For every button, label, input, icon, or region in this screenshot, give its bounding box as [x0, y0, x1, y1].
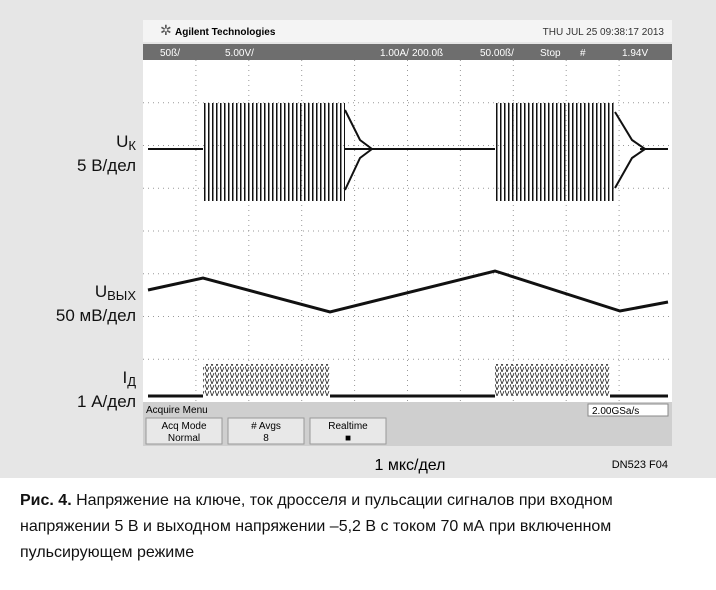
burst: [203, 103, 345, 201]
status-item: 50.00ß/: [480, 48, 514, 59]
button-bottom: ■: [345, 433, 351, 444]
sample-rate: 2.00GSa/s: [592, 406, 639, 417]
caption-label: Рис. 4.: [20, 492, 72, 509]
button-top: # Avgs: [251, 421, 281, 432]
subscript: К: [128, 138, 136, 153]
logo: ✲: [160, 22, 172, 38]
caption-text: Напряжение на ключе, ток дросселя и пуль…: [20, 492, 613, 561]
status-item: 200.0ß: [412, 48, 443, 59]
page: ✲ Agilent Technologies THU JUL 25 09:38:…: [0, 0, 716, 590]
timebase: 1 мкс/дел: [374, 457, 445, 474]
scale: 50 мВ/дел: [56, 306, 136, 325]
button-top: Realtime: [328, 421, 368, 432]
status-item: 50ß/: [160, 48, 180, 59]
channel-label: UВЫХ 50 мВ/дел: [56, 282, 136, 326]
caption: Рис. 4. Напряжение на ключе, ток дроссел…: [20, 488, 680, 566]
figure-id: DN523 F04: [612, 459, 668, 471]
brand: Agilent Technologies: [175, 27, 276, 38]
channel-label: UК 5 В/дел: [77, 132, 136, 176]
symbol: U: [95, 282, 107, 301]
datetime: THU JUL 25 09:38:17 2013: [543, 27, 665, 38]
button-bottom: 8: [263, 433, 269, 444]
scale: 5 В/дел: [77, 156, 136, 175]
menu-title: Acquire Menu: [146, 405, 208, 416]
status-item: 1.94V: [622, 48, 648, 59]
status-item: 1.00A/: [380, 48, 409, 59]
current-burst: [203, 364, 330, 396]
button-top: Acq Mode: [161, 421, 206, 432]
status-item: 5.00V/: [225, 48, 254, 59]
scale: 1 А/дел: [77, 392, 136, 411]
subscript: ВЫХ: [107, 288, 136, 303]
symbol: U: [116, 132, 128, 151]
burst: [495, 103, 615, 201]
status-item: #: [580, 48, 586, 59]
button-bottom: Normal: [168, 433, 200, 444]
subscript: Д: [127, 374, 136, 389]
status-item: Stop: [540, 48, 561, 59]
current-burst: [495, 364, 610, 396]
